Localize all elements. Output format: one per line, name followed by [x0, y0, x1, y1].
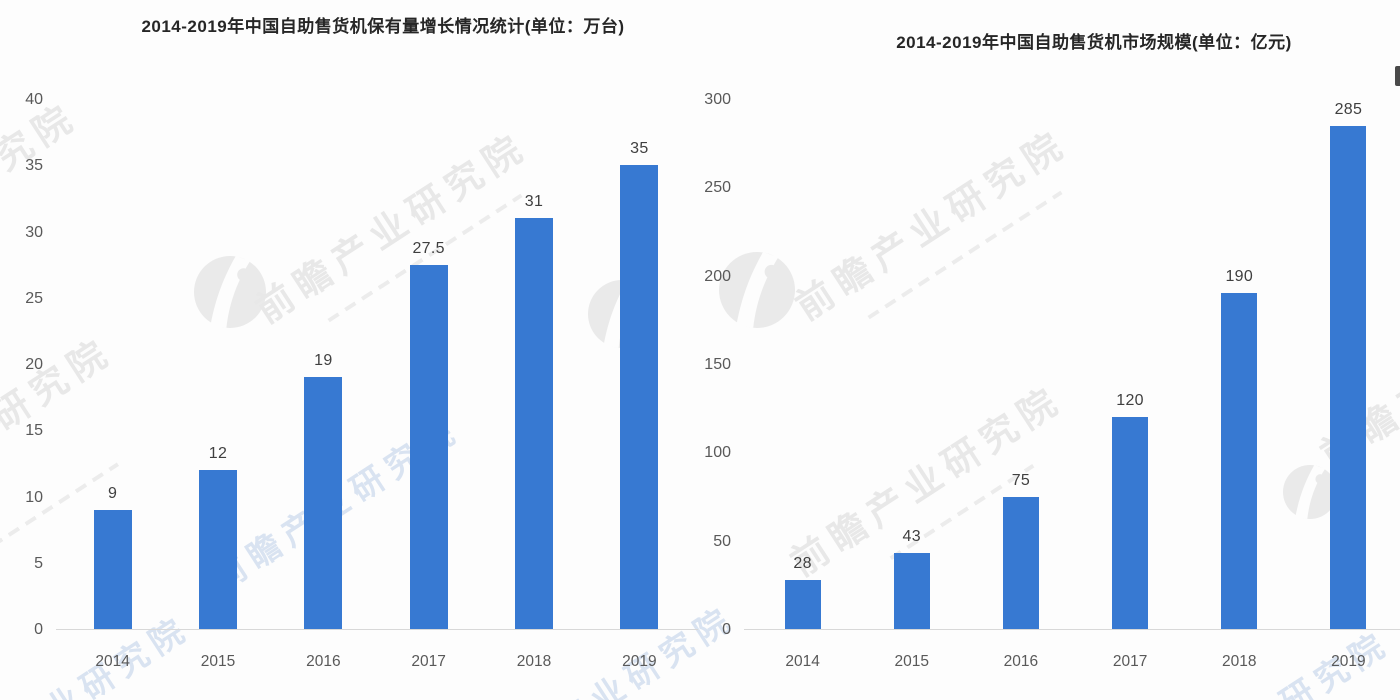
x-tick-label: 2016 [1003, 653, 1039, 670]
x-tick-label: 2014 [785, 653, 820, 670]
x-tick-label: 2016 [306, 653, 341, 670]
y-tick-label: 100 [704, 444, 731, 462]
y-tick-label: 300 [704, 91, 731, 108]
y-tick-label: 150 [704, 356, 731, 373]
bar-value-label: 285 [1334, 100, 1363, 118]
x-tick-label: 2019 [622, 653, 657, 670]
chart-title: 2014-2019年中国自助售货机市场规模(单位：亿元) [896, 33, 1292, 52]
bar-value-label: 9 [108, 484, 118, 502]
x-axis-line [744, 629, 1400, 630]
bar-value-label: 75 [1011, 471, 1031, 489]
chart-vending-machine-holdings: 2014-2019年中国自助售货机保有量增长情况统计(单位：万台) 0 5 10 15… [25, 17, 698, 670]
y-tick-label: 40 [25, 91, 43, 108]
x-tick-label: 2017 [1112, 653, 1148, 670]
bar [1330, 125, 1367, 629]
bar [409, 264, 448, 629]
y-tick-label: 10 [25, 488, 43, 506]
y-tick-label: 15 [25, 422, 43, 440]
bar-value-label: 31 [524, 193, 544, 211]
y-tick-label: 20 [25, 356, 43, 373]
bar-value-label: 120 [1116, 392, 1144, 409]
y-tick-label: 0 [722, 621, 731, 638]
chart-title: 2014-2019年中国自助售货机保有量增长情况统计(单位：万台) [141, 17, 625, 36]
x-tick-label: 2015 [894, 653, 929, 670]
bar-value-label: 28 [793, 554, 812, 572]
bar [304, 377, 343, 629]
bar-value-label: 27.5 [412, 239, 445, 257]
x-tick-label: 2018 [516, 653, 552, 670]
bar [1112, 417, 1149, 629]
bar-value-label: 35 [630, 140, 649, 158]
x-tick-label: 2018 [1222, 653, 1257, 670]
bar [199, 470, 237, 629]
bar-value-label: 190 [1225, 268, 1254, 286]
bar-value-label: 43 [902, 528, 921, 546]
plot-area: 0 50 100 150 200 250 300 28 2014 43 2015 75 2016 120… [704, 91, 1400, 670]
x-tick-label: 2015 [200, 653, 236, 670]
bar [515, 218, 553, 629]
x-axis-line [56, 629, 698, 630]
x-tick-label: 2019 [1331, 653, 1366, 670]
y-tick-label: 200 [704, 267, 731, 285]
x-tick-label: 2017 [411, 653, 446, 670]
bar-value-label: 12 [208, 445, 228, 462]
x-tick-label: 2014 [95, 653, 130, 670]
chart-vending-machine-market-size: 2014-2019年中国自助售货机市场规模(单位：亿元) 0 50 100 150 20… [700, 0, 1400, 700]
y-tick-label: 0 [34, 621, 43, 638]
plot-area: 0 5 10 15 20 25 30 35 40 9 2014 12 2015 19 2016 27.5 20… [25, 91, 698, 670]
bar [1221, 293, 1258, 629]
bar [620, 165, 659, 629]
y-tick-label: 250 [704, 179, 731, 197]
bar [784, 579, 821, 629]
y-tick-label: 35 [25, 157, 43, 175]
y-tick-label: 50 [713, 532, 731, 550]
cropped-edge-mark [1395, 66, 1400, 86]
y-tick-label: 5 [34, 554, 43, 572]
bar [1002, 496, 1039, 629]
y-tick-label: 30 [25, 223, 43, 241]
bar [93, 509, 132, 629]
y-tick-label: 25 [25, 289, 43, 307]
bar [893, 553, 930, 629]
bar-value-label: 19 [314, 352, 333, 370]
